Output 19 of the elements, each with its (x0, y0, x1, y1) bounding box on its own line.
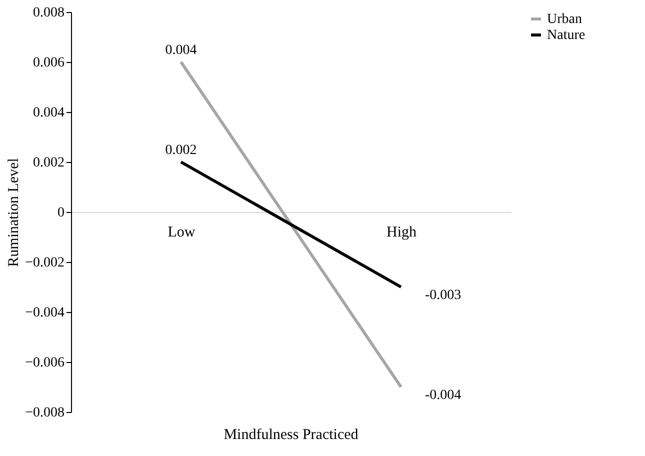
y-tick-label: −0.004 (25, 306, 64, 320)
legend-label: Nature (547, 28, 586, 43)
annotation: 0.004 (165, 43, 197, 58)
legend-label: Urban (547, 12, 582, 27)
y-tick-label: 0.006 (33, 56, 64, 70)
y-tick-label: 0.008 (33, 6, 64, 20)
y-tick-label: −0.002 (25, 256, 64, 270)
x-tick-label: High (386, 224, 417, 240)
y-tick-label: 0.004 (33, 106, 64, 120)
annotation: -0.004 (425, 388, 462, 403)
y-tick-label: 0.002 (33, 156, 64, 170)
y-tick-label: −0.006 (25, 356, 64, 370)
x-tick-label: Low (168, 224, 196, 240)
x-axis-title: Mindfulness Practiced (224, 427, 359, 443)
annotation: -0.003 (425, 288, 462, 303)
annotation: 0.002 (165, 143, 197, 158)
y-axis-title: Rumination Level (6, 158, 22, 267)
y-tick-label: −0.008 (25, 406, 64, 420)
y-tick-label: 0 (58, 206, 64, 220)
